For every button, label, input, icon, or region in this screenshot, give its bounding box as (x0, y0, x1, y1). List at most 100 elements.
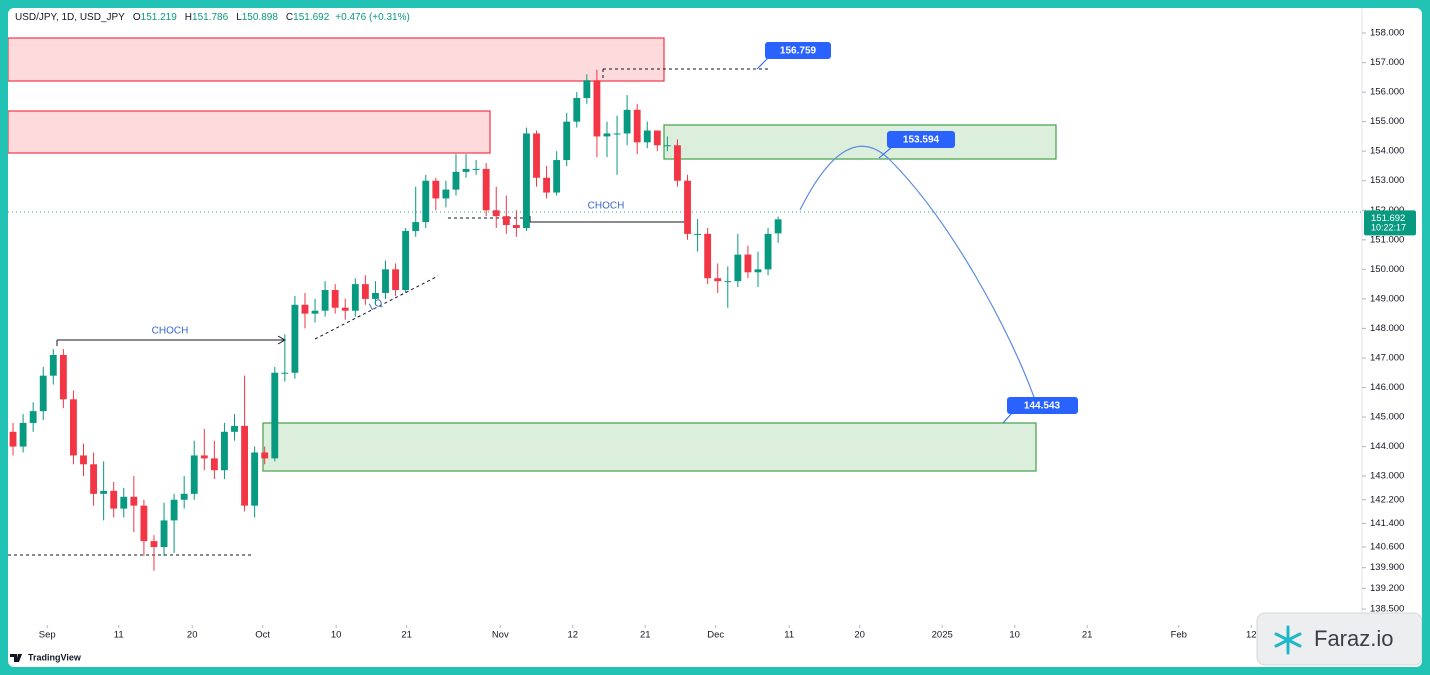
x-tick-label: 10 (331, 630, 342, 641)
candle-body (402, 230, 410, 291)
candle-body (241, 425, 248, 506)
ohlc-key: C (286, 12, 293, 23)
candle-body (301, 304, 309, 314)
tv-logo (10, 654, 22, 662)
candle-body (59, 355, 67, 400)
y-tick-label: 143.000 (1370, 471, 1404, 482)
candle-body (70, 399, 77, 456)
candle-body (321, 290, 329, 311)
y-tick-label: 150.000 (1370, 264, 1404, 275)
supply-zone (8, 37, 665, 82)
candle-body (452, 171, 460, 190)
candle-body (291, 304, 299, 373)
x-tick-label: 2025 (932, 630, 953, 641)
candle-body (110, 490, 118, 509)
watermark-box (1256, 612, 1422, 666)
candle-body (674, 145, 681, 181)
countdown-label: 10:22:17 (1371, 223, 1406, 233)
x-tick-label: Feb (1171, 630, 1187, 641)
lq-label: LQ (368, 297, 385, 313)
ohlc-key: H (185, 12, 192, 23)
chart: CHOCH CHOCH LQ 156.759 153.594 144.543 1… (8, 8, 1422, 666)
candle-body (412, 222, 420, 231)
y-tick-label: 156.000 (1370, 87, 1404, 98)
candle-body (19, 422, 27, 447)
candle-body (361, 284, 369, 299)
candle-body (462, 168, 470, 172)
label-pointer (878, 146, 893, 159)
candle-body (49, 355, 57, 376)
candle-body (533, 133, 540, 178)
target-label-box (887, 131, 955, 148)
legend-header: USD/JPY, 1D, USD_JPY O151.219 H151.786 L150… (15, 12, 410, 23)
candle-body (613, 133, 621, 135)
y-tick-label: 141.400 (1370, 518, 1404, 529)
candle-body (442, 189, 450, 199)
x-tick-label: Oct (255, 630, 270, 641)
candle-body (210, 458, 218, 471)
candle-body (714, 278, 722, 282)
ohlc-value: 151.219 (141, 12, 178, 23)
y-tick-label: 155.000 (1370, 116, 1404, 127)
ohlc-value: 150.898 (242, 12, 279, 23)
candle-body (150, 541, 158, 548)
choch-label: CHOCH (152, 326, 189, 337)
x-tick-label: Dec (707, 630, 724, 641)
x-tick-label: 20 (187, 630, 198, 641)
last-price-box (1364, 210, 1416, 236)
candle-body (472, 168, 480, 170)
x-tick-label: 12 (567, 630, 578, 641)
candle-body (543, 177, 551, 193)
x-tick-label: 21 (401, 630, 412, 641)
y-tick-label: 138.500 (1370, 604, 1404, 615)
y-tick-label: 148.000 (1370, 323, 1404, 334)
target-label: 153.594 (903, 135, 940, 146)
candle-body (633, 109, 641, 143)
y-tick-label: 154.000 (1370, 146, 1404, 157)
x-tick-label: Sep (39, 630, 56, 641)
watermark-icon (1274, 625, 1302, 655)
candle-body (331, 290, 339, 308)
label-pointer (1002, 412, 1013, 424)
candle-body (523, 133, 530, 228)
candle-body (29, 411, 37, 423)
candle-body (351, 284, 359, 311)
candle-body (482, 168, 490, 211)
candle-body (160, 520, 168, 548)
candle-body (512, 225, 520, 228)
candle-body (221, 431, 228, 471)
choch-label: CHOCH (588, 201, 625, 212)
x-tick-label: 21 (640, 630, 651, 641)
x-tick-label: 21 (1082, 630, 1093, 641)
candle-body (663, 145, 671, 147)
candle-body (684, 180, 691, 234)
y-tick-label: 144.000 (1370, 441, 1404, 452)
candle-body (100, 490, 108, 494)
candle-body (261, 452, 269, 459)
change: +0.476 (+0.31%) (335, 12, 410, 23)
candle-body (39, 375, 47, 412)
watermark-text: Faraz.io (1314, 626, 1393, 651)
candle-body (694, 233, 702, 235)
candle-body (200, 455, 208, 459)
last-price-label: 151.692 (1371, 213, 1405, 224)
x-tick-label: 12 (1246, 630, 1257, 641)
y-tick-label: 157.000 (1370, 57, 1404, 68)
ohlc-key: O (133, 12, 141, 23)
candle-body (704, 233, 712, 279)
candle-body (372, 292, 379, 299)
y-tick-label: 145.000 (1370, 412, 1404, 423)
candle-body (583, 80, 591, 99)
ohlc-value: 151.786 (192, 12, 229, 23)
y-tick-label: 139.900 (1370, 562, 1404, 573)
x-tick-label: 11 (784, 630, 794, 641)
target-label: 144.543 (1024, 401, 1061, 412)
candle-body (190, 455, 198, 494)
footer-brand: TradingView (28, 652, 82, 662)
candle-body (271, 372, 279, 459)
candle-body (593, 80, 601, 137)
candle-body (392, 269, 399, 291)
candle-body (382, 269, 389, 293)
candle-body (120, 496, 128, 509)
